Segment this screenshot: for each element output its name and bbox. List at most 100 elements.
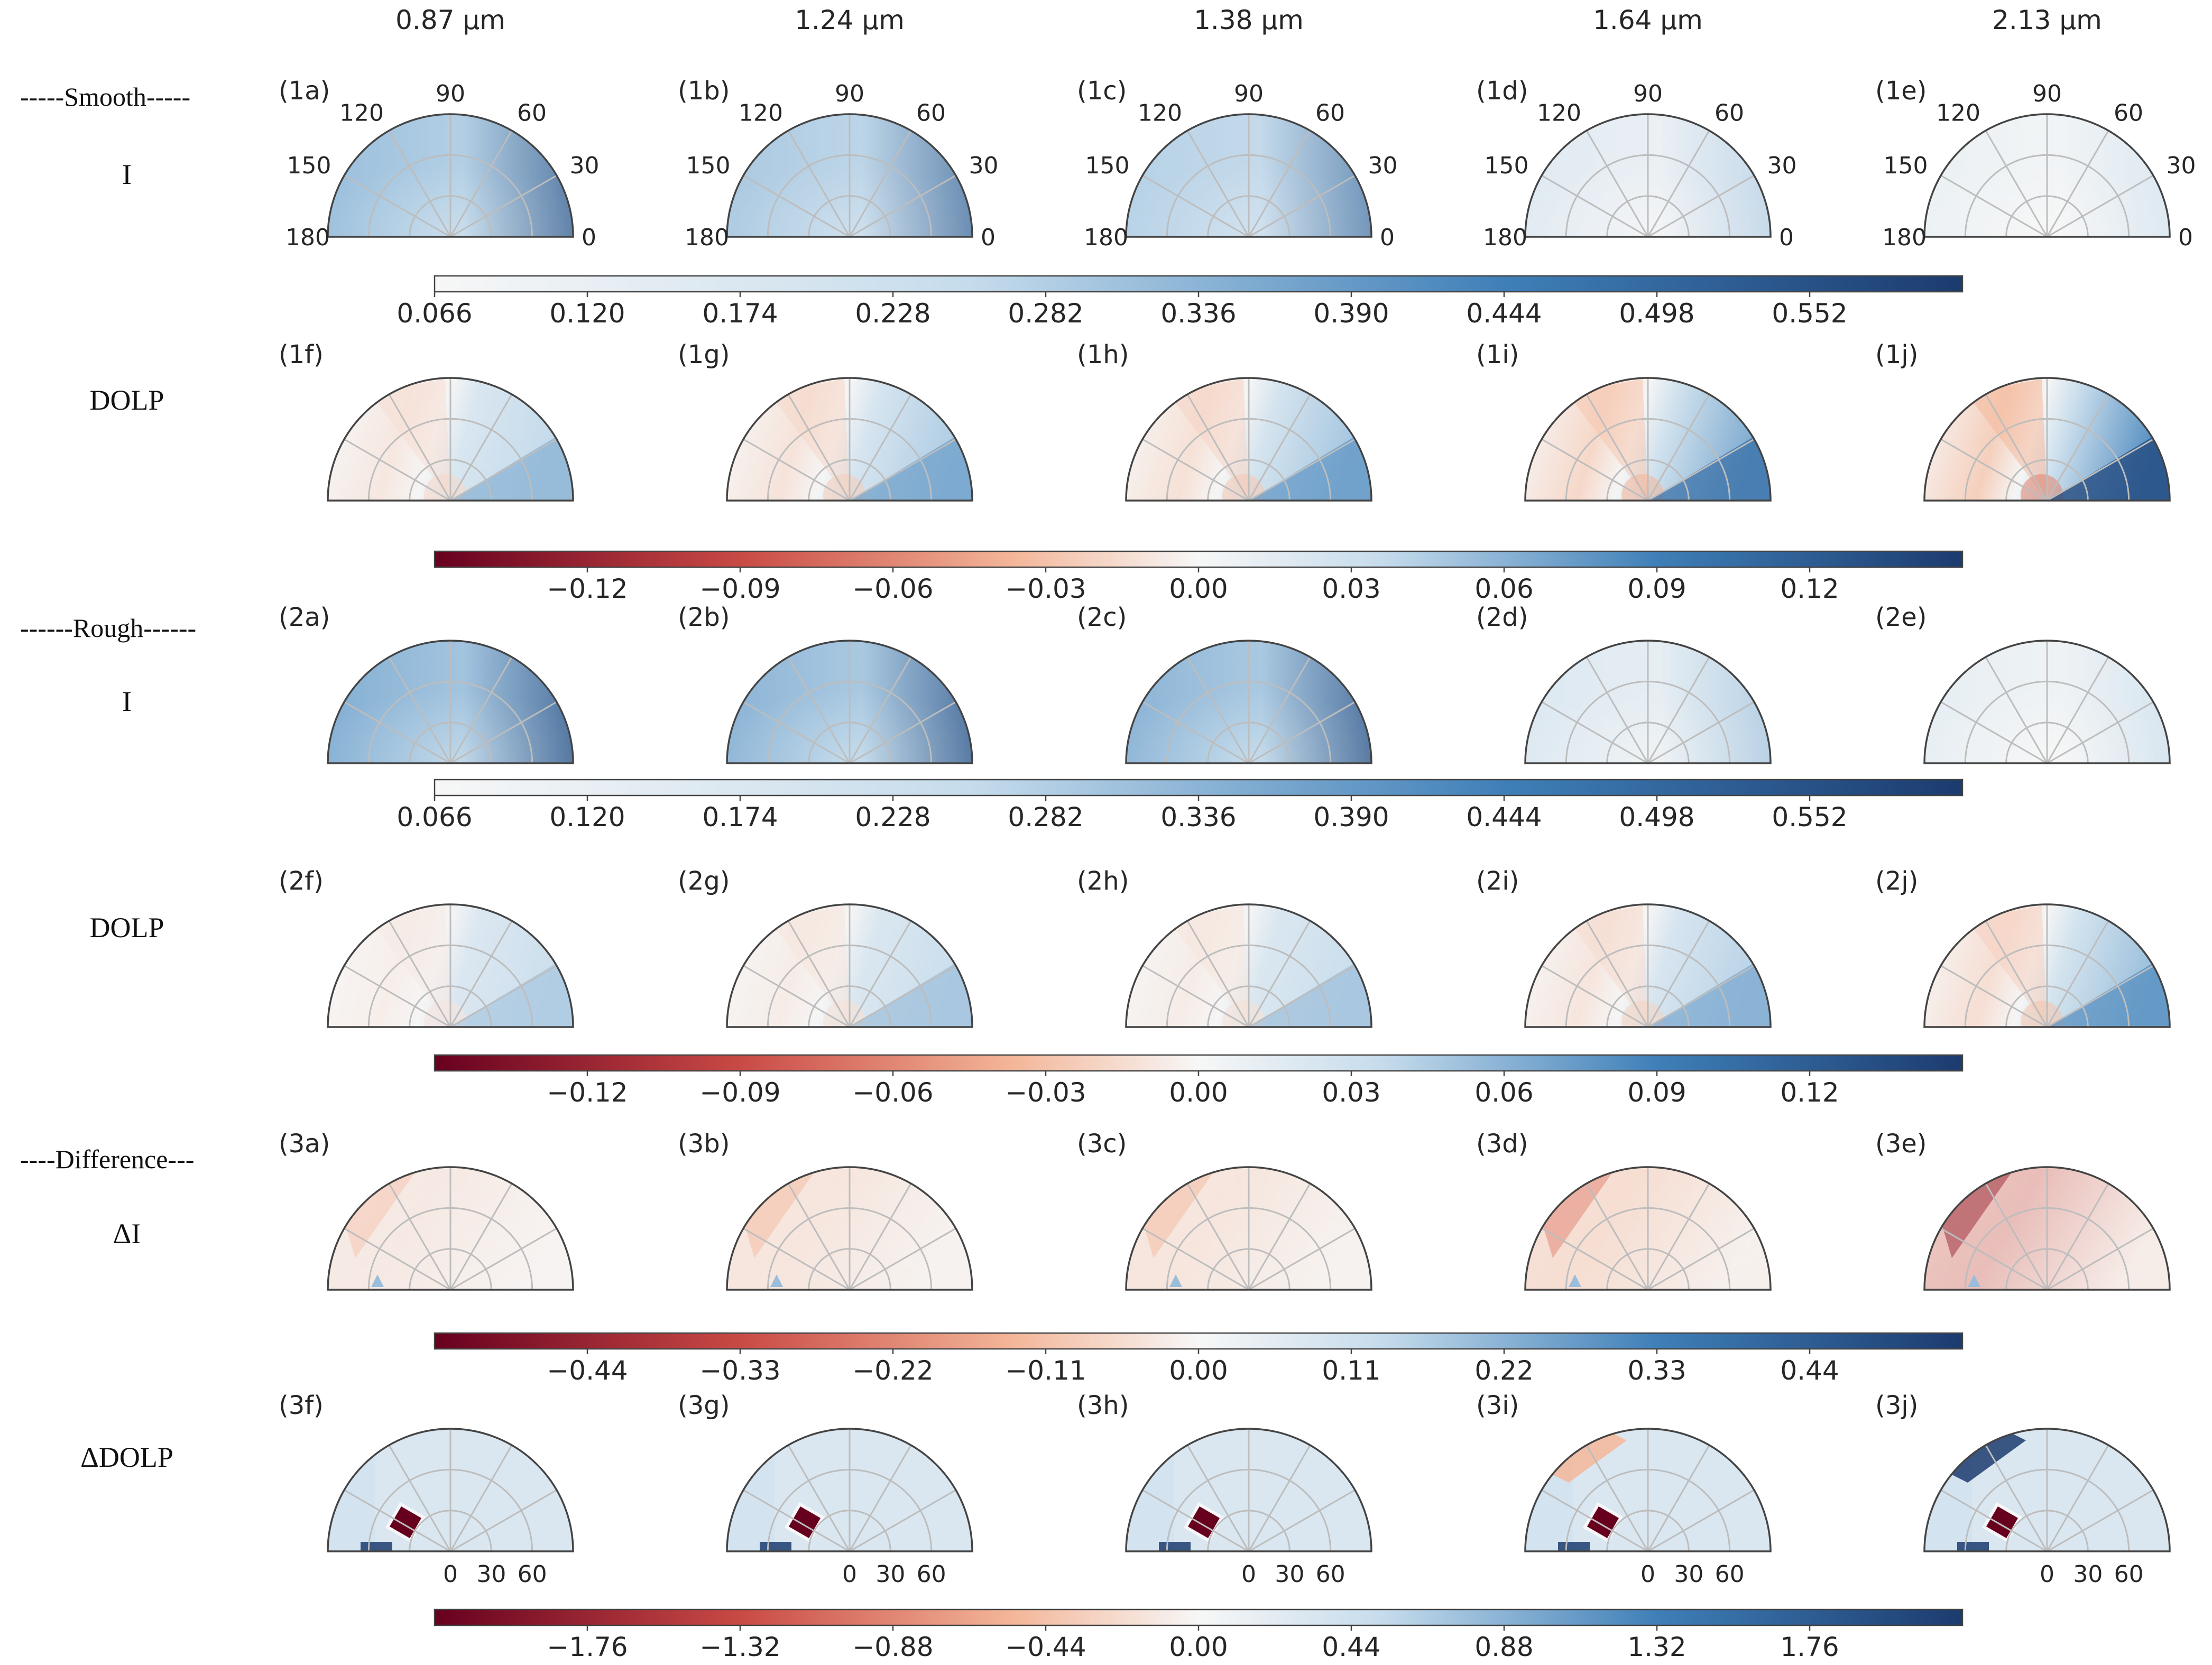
colorbar-tick-label: −0.09 [699,1077,780,1108]
polar-panel: (1b) 0 30 60 90 120 150 180 [678,76,999,251]
panel-outline [327,1166,574,1291]
panel-outline [1923,1166,2171,1291]
grid-spoke [1985,1183,2048,1290]
colorbar-tick-label: 0.00 [1169,1355,1228,1386]
colorbar: 0.066 0.120 0.174 0.228 0.282 0.336 0.390 0.444… [397,779,1964,832]
column-header: 2.13 µm [1992,5,2102,35]
colorbar-tick-label: 0.282 [1008,298,1083,329]
radial-tick: 30 [2073,1561,2103,1588]
colorbar-tick-label: 0.066 [397,298,472,329]
polar-panel: (1j) [1875,340,2171,502]
panel-outline [726,1166,973,1291]
angle-tick: 120 [1537,99,1581,126]
grid-spoke [849,438,956,502]
grid-spoke [1248,920,1311,1028]
angle-tick: 30 [1368,152,1398,179]
polar-panel: (3b) [678,1129,973,1291]
angle-tick: 60 [1315,99,1345,126]
angle-tick: 60 [1715,99,1744,126]
grid-spoke [1940,701,2048,764]
row-label: ΔDOLP [80,1441,173,1473]
grid-spoke [1985,656,2048,764]
polar-panel: (2h) [1077,866,1372,1028]
panel-outline [1524,903,1772,1028]
panel-outline [1125,113,1372,238]
panel-outline [726,113,973,238]
colorbar-tick-label: 0.33 [1627,1355,1686,1386]
grid-spoke [344,438,451,502]
polar-panel: (1a) 0 30 60 90 120 150 180 [279,76,600,251]
colorbar: −0.12 −0.09 −0.06 −0.03 0.00 0.03 0.06 0.09 0.12 [434,1054,1964,1108]
colorbar-tick-label: 0.06 [1474,574,1533,604]
radial-tick: 0 [842,1561,857,1588]
angle-tick: 0 [981,224,996,251]
angle-tick: 90 [1234,80,1264,107]
colorbar: −1.76 −1.32 −0.88 −0.44 0.00 0.44 0.88 1.32 1.76 [434,1608,1964,1662]
angle-tick: 0 [1779,224,1794,251]
radial-tick: 0 [2040,1561,2054,1588]
angle-tick: 150 [1085,152,1129,179]
colorbar-tick-label: 0.444 [1466,802,1542,832]
grid-spoke [743,701,850,764]
colorbar-tick-label: 0.336 [1160,802,1236,832]
colorbar-tick-label: 0.120 [549,802,625,832]
radial-tick: 60 [518,1561,547,1588]
colorbar-tick-label: 0.498 [1619,802,1694,832]
grid-spoke [1940,438,2048,502]
panel-label: (2c) [1077,603,1127,632]
angle-tick: 60 [2114,99,2143,126]
colorbar-gradient [434,779,1964,797]
angle-tick: 60 [517,99,547,126]
angle-tick: 30 [969,152,999,179]
angle-tick: 180 [685,224,729,251]
colorbar-tick-label: 0.552 [1772,298,1847,329]
panel-outline [726,903,973,1028]
angle-tick: 30 [570,152,600,179]
panel-label: (1d) [1476,76,1528,106]
radial-tick: 0 [1640,1561,1655,1588]
colorbar-tick-label: 0.120 [549,298,625,329]
panel-outline [327,1428,574,1552]
grid-spoke [1248,394,1311,501]
panel-outline [1125,377,1372,502]
angle-tick: 90 [436,80,465,107]
grid-spoke [1142,1489,1249,1552]
grid-spoke [449,1445,513,1552]
grid-spoke [1586,920,1649,1028]
grid-spoke [2046,394,2109,501]
panel-outline [1923,1428,2171,1552]
polar-panel: (1i) [1476,340,1772,502]
grid-spoke [1647,438,1755,502]
grid-spoke [1248,1489,1356,1552]
grid-spoke [1647,130,1710,237]
colorbar-tick-label: 0.390 [1313,298,1389,329]
panel-label: (2i) [1476,866,1519,896]
grid-spoke [1647,701,1755,764]
grid-spoke [849,1183,912,1290]
polar-panel: (1g) [678,340,973,502]
grid-spoke [1940,174,2048,238]
radial-tick: 60 [2114,1561,2144,1588]
grid-spoke [388,1183,451,1290]
panel-outline [1524,1428,1772,1552]
radial-tick: 0 [443,1561,458,1588]
grid-spoke [2047,965,2154,1028]
polar-panel: (2c) [1077,603,1372,764]
row-label: ΔI [113,1218,141,1250]
grid-spoke [1647,656,1710,764]
angle-tick: 150 [686,152,730,179]
angle-tick: 150 [287,152,331,179]
grid-spoke [787,1445,851,1552]
polar-panel: (2j) [1875,866,2171,1028]
polar-panel: (3a) [279,1129,574,1291]
grid-spoke [1248,656,1311,764]
polar-panel: (1c) 0 30 60 90 120 150 180 [1077,76,1398,251]
grid-spoke [2047,174,2154,238]
colorbar-tick-label: −1.76 [547,1632,628,1662]
panel-label: (1a) [279,76,330,106]
panel-outline [1125,1428,1372,1552]
colorbars: 0.066 0.120 0.174 0.228 0.282 0.336 0.390 0.444… [397,275,1964,1662]
colorbar-tick-label: 0.12 [1780,574,1839,604]
colorbar-tick-label: 1.76 [1780,1632,1839,1662]
radial-tick: 30 [476,1561,506,1588]
